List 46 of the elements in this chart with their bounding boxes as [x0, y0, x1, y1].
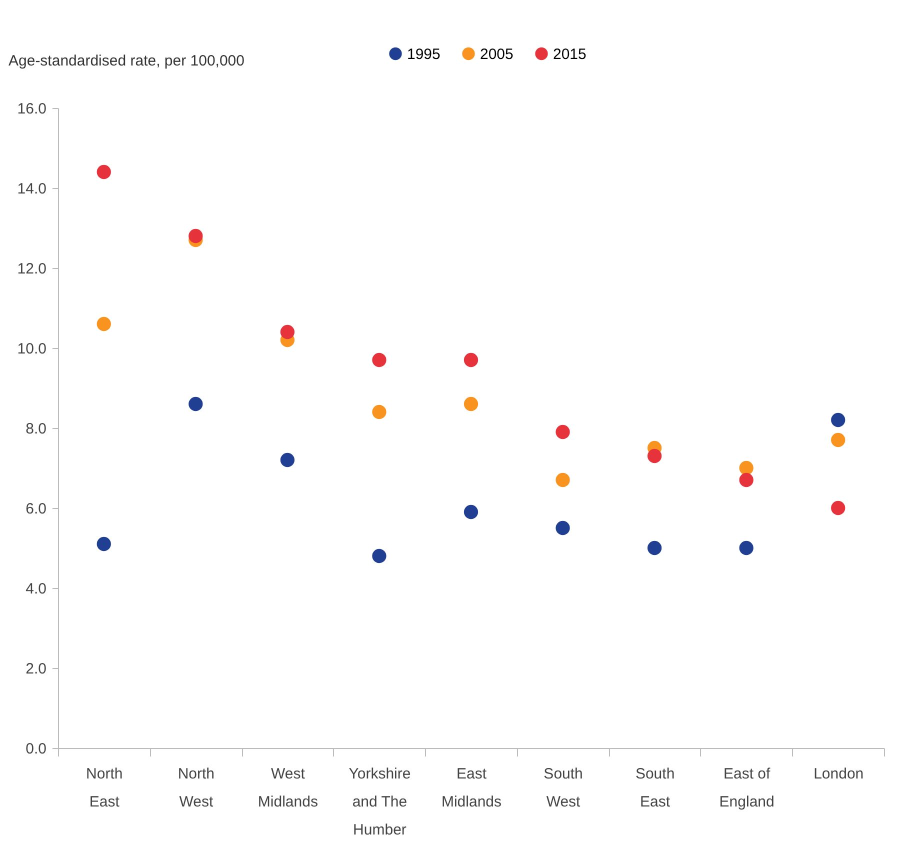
point [739, 540, 754, 556]
x-tick-label: North West [178, 766, 215, 810]
point [96, 164, 111, 180]
y-tick-label: 14.0 [17, 180, 46, 198]
point [280, 324, 295, 340]
y-tick-label: 0.0 [26, 740, 46, 758]
point [96, 316, 111, 332]
y-axis-title: Age-standardised rate, per 100,000 [8, 52, 244, 70]
point [280, 452, 295, 468]
x-tick-label: South East [635, 766, 675, 810]
point [188, 228, 203, 244]
y-tick-label: 10.0 [17, 340, 46, 358]
point [556, 424, 570, 440]
point [464, 504, 478, 520]
point [739, 472, 754, 488]
x-tick-label: North East [86, 766, 123, 810]
x-tick-label: London [814, 766, 864, 782]
y-tick-label: 6.0 [26, 500, 46, 518]
legend-label: 1995 [407, 46, 440, 63]
point [372, 404, 386, 420]
x-tick-label: South West [544, 766, 583, 810]
y-tick-label: 2.0 [26, 660, 46, 678]
x-tick-label: East Midlands [441, 766, 502, 810]
point [739, 460, 754, 476]
x-tick-label: Yorkshire and The Humber [348, 766, 411, 838]
y-tick-label: 12.0 [17, 260, 46, 278]
legend-label: 2005 [480, 46, 514, 63]
point [556, 472, 570, 488]
point [188, 396, 203, 412]
y-tick-label: 4.0 [26, 580, 46, 598]
point [647, 448, 662, 464]
point [831, 412, 846, 428]
point [464, 396, 478, 412]
y-tick-label: 16.0 [17, 100, 46, 118]
point [464, 352, 478, 368]
point [372, 548, 386, 564]
point [96, 536, 111, 552]
point [647, 540, 662, 556]
point [831, 432, 846, 448]
point [372, 352, 386, 368]
y-tick-label: 8.0 [26, 420, 46, 438]
legend-label: 2015 [553, 46, 586, 63]
point [556, 520, 570, 536]
point [831, 500, 846, 516]
x-tick-label: West Midlands [258, 766, 318, 810]
x-tick-label: East of England [719, 766, 774, 810]
